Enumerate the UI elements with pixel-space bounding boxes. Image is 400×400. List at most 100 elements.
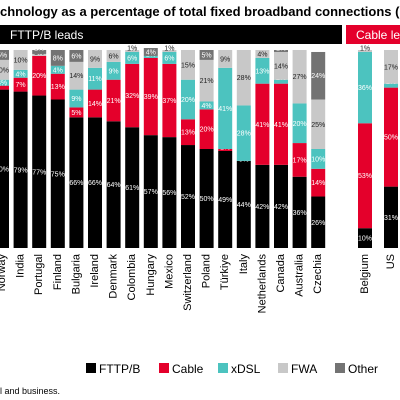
bar-segment — [292, 103, 307, 144]
data-label: 3% — [0, 80, 7, 87]
bar-segment — [255, 50, 270, 58]
data-label: 13% — [255, 68, 269, 75]
bar-segment — [50, 73, 65, 100]
bar-segment — [125, 63, 140, 128]
bar-segment — [255, 164, 270, 248]
bar-segment — [32, 95, 47, 248]
group-header-label: FTTP/B leads — [10, 28, 83, 42]
legend-label: FTTP/B — [99, 362, 140, 376]
bar-segment — [88, 67, 102, 90]
bar-segment — [125, 50, 140, 52]
bar-segment — [236, 105, 251, 161]
data-label: 49% — [218, 197, 232, 204]
bar-segment — [69, 89, 84, 108]
bar-segment — [50, 65, 65, 74]
bar-segment — [311, 51, 326, 100]
bar-segment — [384, 83, 398, 88]
category-label: US — [385, 254, 397, 269]
bar-segment — [199, 101, 214, 110]
category-label: Canada — [275, 253, 287, 292]
data-label: 44% — [237, 202, 251, 209]
bar-segment — [162, 51, 177, 64]
data-label: 2% — [34, 46, 44, 53]
bar-segment — [274, 164, 288, 248]
legend-label: Cable — [172, 362, 204, 376]
data-label: 53% — [358, 173, 372, 180]
data-label: 20% — [181, 97, 195, 104]
category-label: Türkiye — [219, 254, 231, 290]
bar-segment — [199, 109, 214, 149]
bar-segment — [218, 149, 233, 151]
data-label: 57% — [144, 189, 158, 196]
category-label: Italy — [238, 254, 250, 275]
bar-segment — [88, 50, 102, 68]
data-label: 77% — [32, 169, 46, 176]
data-label: 64% — [107, 182, 121, 189]
bar-segment — [218, 50, 233, 68]
category-label: Denmark — [108, 254, 120, 299]
category-label: Norway — [0, 254, 8, 292]
bar-segment — [199, 50, 214, 60]
bar-segment — [0, 79, 9, 86]
category-label: Czechia — [312, 253, 324, 294]
bar-segment — [0, 85, 9, 90]
data-label: 9% — [220, 56, 230, 63]
category-label: Portugal — [33, 254, 45, 295]
bar-segment — [274, 79, 288, 84]
bar-segment — [88, 117, 102, 248]
data-label: 24% — [311, 73, 325, 80]
bar-segment — [32, 55, 47, 96]
data-label: 9% — [71, 96, 81, 103]
bar-segment — [274, 51, 288, 80]
bar-segment — [384, 87, 398, 187]
data-label: 6% — [109, 53, 119, 60]
bar-segment — [0, 89, 9, 248]
data-label: 37% — [162, 98, 176, 105]
data-label: 80% — [0, 166, 9, 173]
data-label: 4% — [16, 71, 26, 78]
bar-segment — [274, 50, 288, 52]
bar-segment — [181, 145, 195, 248]
bar-segment — [181, 79, 195, 120]
bar-segment — [358, 50, 372, 52]
legend-swatch — [335, 363, 345, 373]
data-label: 8% — [53, 55, 63, 62]
bar-segment — [143, 135, 158, 248]
bar-segment — [218, 67, 233, 149]
data-label: 21% — [107, 98, 121, 105]
bar-segment — [162, 50, 177, 52]
bar-segment — [88, 89, 102, 118]
data-label: 79% — [14, 167, 28, 174]
data-label: 10% — [358, 236, 372, 243]
bar-segment — [106, 61, 121, 80]
data-label: 6% — [127, 55, 137, 62]
bar-segment — [69, 117, 84, 248]
bar-segment — [358, 228, 372, 248]
bar-segment — [255, 57, 270, 84]
data-label: 41% — [274, 122, 288, 129]
category-label: Colombia — [126, 253, 138, 300]
data-label: 6% — [71, 53, 81, 60]
data-label: 50% — [384, 135, 398, 142]
bar-segment — [181, 119, 195, 146]
data-label: 50% — [200, 196, 214, 203]
bar-segment — [292, 143, 307, 177]
group-header-box — [0, 25, 342, 44]
bar-segment — [311, 196, 326, 248]
bar-segment — [311, 99, 326, 149]
data-label: 42% — [274, 204, 288, 211]
data-label: 56% — [162, 190, 176, 197]
data-label: 1% — [276, 46, 286, 53]
bar-segment — [143, 48, 158, 56]
legend-swatch — [278, 363, 288, 373]
data-label: 5% — [71, 110, 81, 117]
data-label: 28% — [237, 75, 251, 82]
data-label: 1% — [127, 46, 137, 53]
bar-segment — [255, 83, 270, 165]
data-label: 17% — [384, 64, 398, 71]
bar-segment — [143, 57, 158, 136]
data-label: 66% — [69, 180, 83, 187]
legend-label: FWA — [291, 362, 317, 376]
bar-segment — [199, 59, 214, 102]
